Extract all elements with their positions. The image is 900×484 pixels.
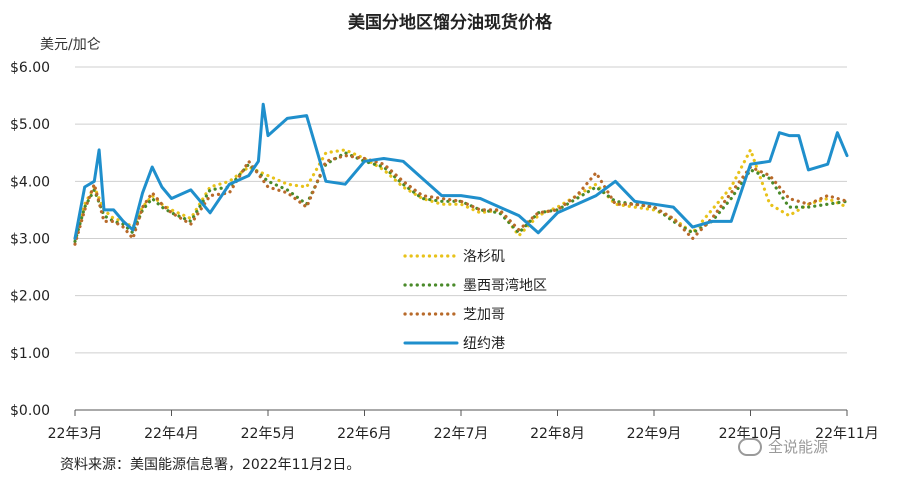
x-tick-label: 22年6月 [337, 426, 392, 442]
x-tick-label: 22年9月 [627, 426, 682, 442]
x-tick-label: 22年3月 [48, 426, 103, 442]
y-tick-label: $5.00 [10, 117, 50, 133]
x-tick-label: 22年7月 [434, 426, 489, 442]
y-tick-label: $4.00 [10, 174, 50, 190]
y-tick-label: $2.00 [10, 289, 50, 305]
y-tick-label: $3.00 [10, 232, 50, 248]
x-tick-label: 22年4月 [144, 426, 199, 442]
watermark-text: 全说能源 [768, 438, 829, 456]
y-axis-unit-label: 美元/加仑 [40, 37, 101, 53]
watermark: 全说能源 [738, 436, 828, 457]
legend-label: 纽约港 [463, 336, 505, 352]
y-tick-label: $0.00 [10, 403, 50, 419]
series-line-洛杉矶 [73, 148, 849, 241]
series-line-芝加哥 [73, 154, 849, 246]
wechat-logo-icon [738, 437, 762, 456]
series-line-纽约港 [73, 102, 849, 240]
source-note: 资料来源：美国能源信息署，2022年11月2日。 [60, 457, 361, 473]
gridlines [75, 66, 847, 411]
y-tick-label: $6.00 [10, 60, 50, 76]
series-line-墨西哥湾地区 [73, 151, 849, 243]
x-tick-label: 22年8月 [530, 426, 585, 442]
x-tick-label: 22年10月 [719, 426, 783, 442]
legend-label: 墨西哥湾地区 [463, 277, 547, 294]
legend-label: 芝加哥 [463, 307, 505, 323]
x-tick-label: 22年11月 [815, 426, 879, 442]
y-tick-label: $1.00 [10, 346, 50, 362]
x-tick-label: 22年5月 [241, 426, 296, 442]
legend-label: 洛杉矶 [463, 249, 505, 265]
series-lines [73, 102, 849, 246]
axes: $0.00 $1.00 $2.00 $3.00 $4.00 $5.00 $6.00 22年3月… [10, 60, 879, 442]
chart-title: 美国分地区馏分油现货价格 [348, 13, 552, 33]
